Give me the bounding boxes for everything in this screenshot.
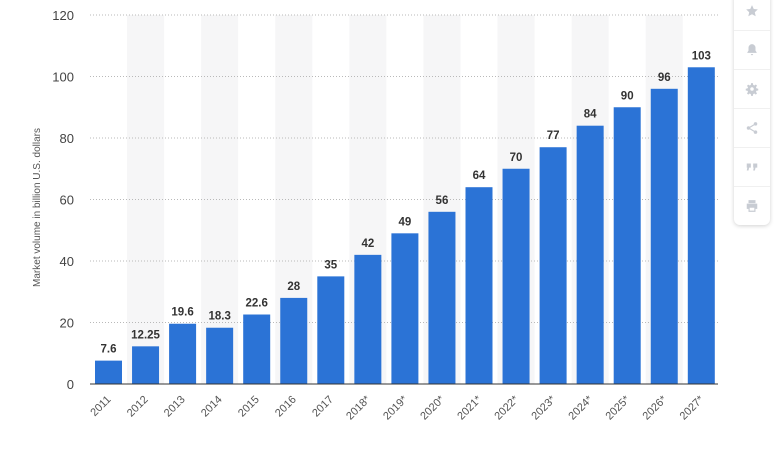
data-label: 70 xyxy=(510,152,523,164)
bar[interactable] xyxy=(502,168,530,384)
chart-toolbar xyxy=(734,0,770,225)
x-tick-label: 2020* xyxy=(418,393,447,422)
y-axis-ticks: 0 20 40 60 80 100 120 xyxy=(52,8,74,392)
star-icon xyxy=(746,5,758,17)
data-labels: 7.6 12.25 19.6 18.3 22.6 28 35 42 49 56 64 70 77 84 90… xyxy=(101,50,711,355)
data-label: 90 xyxy=(621,90,634,102)
bell-icon xyxy=(747,44,757,56)
data-label: 42 xyxy=(361,238,374,250)
y-tick-label: 20 xyxy=(60,316,74,331)
gear-icon xyxy=(745,83,759,96)
bar[interactable] xyxy=(391,233,419,384)
x-tick-label: 2024* xyxy=(566,393,595,422)
data-label: 7.6 xyxy=(101,344,117,356)
bar[interactable] xyxy=(428,211,456,384)
x-tick-label: 2025* xyxy=(603,393,632,422)
background-band xyxy=(127,15,165,384)
share-button[interactable] xyxy=(734,108,770,147)
y-tick-label: 100 xyxy=(52,70,74,85)
data-label: 84 xyxy=(584,109,597,121)
y-tick-label: 60 xyxy=(60,193,74,208)
y-tick-label: 40 xyxy=(60,254,74,269)
y-tick-label: 0 xyxy=(67,377,74,392)
bar[interactable] xyxy=(243,314,271,384)
x-tick-label: 2013 xyxy=(162,394,188,420)
x-axis-ticks: 2011 2012 2013 2014 2015 2016 2017 2018* 2019* 20… xyxy=(88,393,707,422)
data-label: 28 xyxy=(287,281,300,293)
bar[interactable] xyxy=(169,323,197,384)
data-label: 96 xyxy=(658,72,671,84)
data-label: 77 xyxy=(547,130,560,142)
x-tick-label: 2023* xyxy=(529,393,558,422)
x-tick-label: 2027* xyxy=(678,393,707,422)
data-label: 18.3 xyxy=(208,311,230,323)
y-axis-label: Market volume in billion U.S. dollars xyxy=(32,128,43,287)
x-tick-label: 2019* xyxy=(381,393,410,422)
bar[interactable] xyxy=(465,187,493,384)
cite-button[interactable] xyxy=(734,147,770,186)
data-label: 49 xyxy=(399,216,412,228)
print-button[interactable] xyxy=(734,186,770,225)
bar[interactable] xyxy=(206,327,234,384)
x-tick-label: 2021* xyxy=(455,393,484,422)
bar[interactable] xyxy=(132,346,160,384)
bar[interactable] xyxy=(650,88,678,385)
bar[interactable] xyxy=(576,125,604,384)
x-tick-label: 2026* xyxy=(641,393,670,422)
print-icon xyxy=(746,200,758,212)
bar[interactable] xyxy=(280,297,308,384)
alert-button[interactable] xyxy=(734,30,770,69)
data-label: 22.6 xyxy=(246,298,268,310)
x-tick-label: 2016 xyxy=(273,394,299,420)
data-label: 56 xyxy=(436,195,449,207)
data-label: 64 xyxy=(473,170,486,182)
data-label: 103 xyxy=(692,50,711,62)
share-icon xyxy=(746,122,758,134)
settings-button[interactable] xyxy=(734,69,770,108)
x-tick-label: 2022* xyxy=(492,393,521,422)
x-tick-label: 2017 xyxy=(310,394,336,420)
data-label: 12.25 xyxy=(131,329,160,341)
x-tick-label: 2014 xyxy=(199,394,225,420)
y-tick-label: 80 xyxy=(60,131,74,146)
bar[interactable] xyxy=(317,276,345,384)
x-tick-label: 2011 xyxy=(88,394,113,419)
bar[interactable] xyxy=(354,254,382,384)
bar[interactable] xyxy=(687,67,715,385)
data-label: 19.6 xyxy=(171,307,193,319)
bars xyxy=(95,67,715,385)
x-tick-label: 2018* xyxy=(344,393,373,422)
favorite-button[interactable] xyxy=(734,0,770,30)
bar[interactable] xyxy=(539,147,567,384)
bar[interactable] xyxy=(95,360,122,384)
x-tick-label: 2015 xyxy=(236,394,262,420)
data-label: 35 xyxy=(324,259,337,271)
y-tick-label: 120 xyxy=(52,8,74,23)
x-tick-label: 2012 xyxy=(125,394,151,420)
bar[interactable] xyxy=(613,107,641,384)
quote-icon xyxy=(746,163,758,171)
